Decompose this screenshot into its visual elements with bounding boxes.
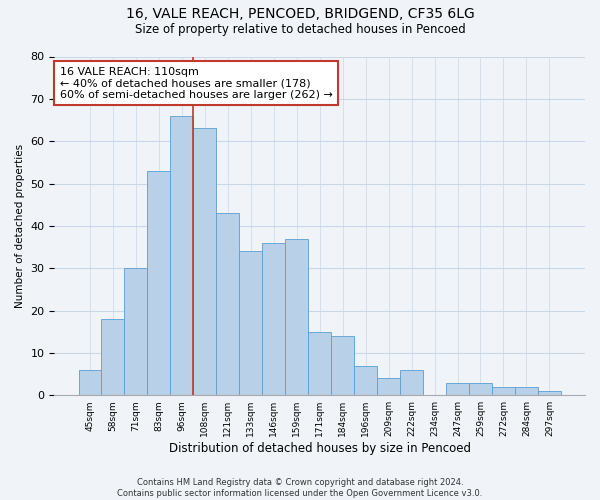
Text: Contains HM Land Registry data © Crown copyright and database right 2024.
Contai: Contains HM Land Registry data © Crown c… [118,478,482,498]
Bar [354,366,377,395]
Bar [446,382,469,395]
Bar [124,268,148,395]
Bar [193,128,217,395]
Bar [79,370,101,395]
Y-axis label: Number of detached properties: Number of detached properties [15,144,25,308]
Bar [148,171,170,395]
Bar [469,382,492,395]
Bar [262,243,285,395]
X-axis label: Distribution of detached houses by size in Pencoed: Distribution of detached houses by size … [169,442,471,455]
Bar [308,332,331,395]
Bar [400,370,423,395]
Text: Size of property relative to detached houses in Pencoed: Size of property relative to detached ho… [134,22,466,36]
Bar [101,319,124,395]
Bar [239,252,262,395]
Text: 16 VALE REACH: 110sqm
← 40% of detached houses are smaller (178)
60% of semi-det: 16 VALE REACH: 110sqm ← 40% of detached … [60,66,332,100]
Bar [285,238,308,395]
Bar [331,336,354,395]
Bar [170,116,193,395]
Bar [538,391,561,395]
Bar [515,386,538,395]
Bar [377,378,400,395]
Bar [217,213,239,395]
Text: 16, VALE REACH, PENCOED, BRIDGEND, CF35 6LG: 16, VALE REACH, PENCOED, BRIDGEND, CF35 … [125,8,475,22]
Bar [492,386,515,395]
